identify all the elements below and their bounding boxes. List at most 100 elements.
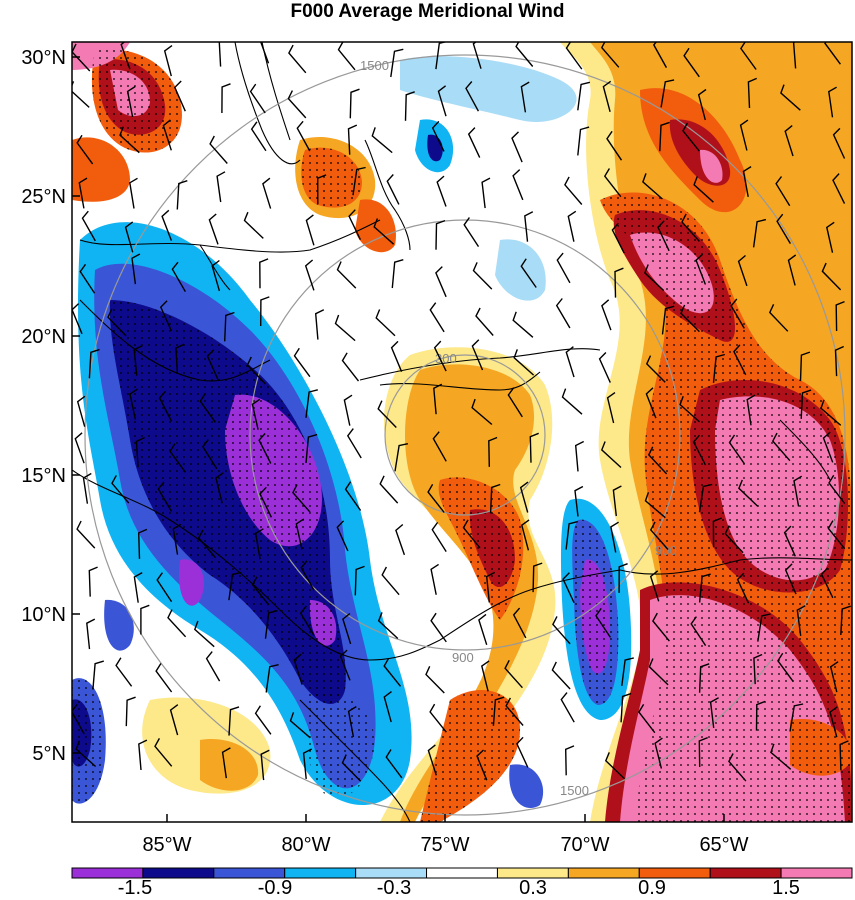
- wind-barb: [603, 168, 622, 198]
- wind-barb: [481, 177, 491, 209]
- wind-barb: [775, 176, 791, 207]
- colorbar-label-neg-1-5: -1.5: [118, 877, 152, 899]
- wind-barb: [645, 387, 657, 419]
- wind-barb: [158, 390, 173, 422]
- wind-barb: [783, 525, 796, 557]
- wind-barb: [432, 431, 447, 462]
- wind-barb: [173, 80, 186, 112]
- wind-barb: [793, 475, 803, 507]
- wind-barb: [337, 42, 356, 71]
- wind-barb: [492, 696, 505, 726]
- wind-barb: [577, 81, 591, 111]
- wind-barb: [265, 664, 279, 693]
- range-ring-label-900: 900: [452, 650, 474, 665]
- wind-barb: [799, 351, 811, 382]
- wind-barb: [475, 307, 494, 336]
- wind-barb: [820, 399, 842, 426]
- wind-barb: [72, 703, 85, 735]
- map-title: F000 Average Meridional Wind: [290, 1, 565, 22]
- wind-barb: [209, 135, 228, 164]
- wind-barb: [435, 219, 446, 250]
- wind-barb: [472, 262, 493, 290]
- wind-barb: [264, 610, 278, 639]
- wind-barb: [832, 173, 846, 204]
- wind-barb: [254, 705, 272, 735]
- wind-barb: [346, 428, 362, 459]
- wind-barb: [216, 171, 226, 203]
- wind-barb: [82, 472, 92, 504]
- lon-label-70w: 70°W: [560, 834, 609, 856]
- lat-label-15n: 15°N: [21, 465, 66, 487]
- wind-barb: [471, 339, 484, 371]
- wind-barb: [373, 218, 395, 245]
- wind-barb: [302, 748, 313, 779]
- wind-barb: [221, 83, 231, 114]
- wind-barb: [260, 42, 270, 64]
- wind-barb: [349, 88, 360, 119]
- wind-barb: [427, 483, 445, 513]
- wind-barb: [478, 613, 488, 646]
- wind-barb: [829, 706, 838, 738]
- wind-barb: [336, 520, 349, 552]
- wind-barb: [679, 395, 700, 423]
- wind-barb: [698, 483, 713, 513]
- wind-barb: [728, 434, 745, 465]
- wind-barb: [305, 389, 318, 418]
- wind-barb: [789, 703, 804, 732]
- wind-barb: [524, 211, 534, 242]
- wind-barb: [610, 521, 619, 553]
- wind-barb: [621, 657, 634, 686]
- wind-barb: [135, 436, 145, 468]
- range-ring-labels: 300 900 1500 900 1500: [360, 58, 677, 798]
- wind-barb: [471, 398, 493, 426]
- wind-barb: [835, 300, 845, 332]
- wind-barb: [681, 213, 700, 242]
- wind-barb: [755, 700, 766, 731]
- range-ring-300: [384, 354, 546, 516]
- wind-barb: [601, 299, 612, 331]
- wind-barb: [341, 352, 360, 382]
- wind-barb: [197, 529, 217, 559]
- wind-barb: [504, 659, 523, 689]
- wind-barb: [394, 443, 409, 472]
- wind-barb: [155, 663, 173, 693]
- wind-barb: [796, 605, 806, 636]
- wind-barb: [211, 259, 221, 292]
- wind-barb: [205, 651, 221, 682]
- wind-barb: [293, 653, 303, 685]
- wind-barb: [695, 253, 707, 285]
- wind-barb: [604, 752, 625, 780]
- wind-barb: [577, 126, 590, 156]
- wind-barb: [768, 304, 789, 332]
- wind-barb: [75, 740, 97, 768]
- wind-barb: [224, 311, 235, 342]
- wind-barb: [800, 389, 812, 419]
- wind-barb: [249, 83, 266, 114]
- wind-barb: [262, 177, 272, 209]
- wind-barb: [507, 387, 523, 418]
- wind-barb: [683, 47, 700, 78]
- wind-barb: [822, 431, 834, 463]
- wind-barb: [375, 309, 396, 337]
- colorbar-label-1-5: 1.5: [772, 877, 800, 899]
- wind-barb: [820, 567, 834, 599]
- wind-barb: [595, 607, 611, 638]
- lat-label-25n: 25°N: [21, 186, 66, 208]
- wind-barb: [638, 704, 656, 734]
- wind-barb: [649, 570, 660, 602]
- wind-barb: [314, 309, 325, 340]
- wind-barb: [157, 481, 173, 512]
- wind-barb: [565, 346, 575, 378]
- wind-barb: [74, 432, 85, 464]
- wind-barb: [784, 125, 794, 157]
- wind-barb: [560, 692, 575, 723]
- wind-barb: [431, 120, 445, 152]
- wind-barb: [167, 609, 187, 638]
- wind-barb: [724, 525, 744, 554]
- wind-barb: [386, 174, 400, 205]
- wind-barb: [385, 749, 403, 779]
- wind-barb: [648, 658, 669, 686]
- colorbar-label-neg-0-3: -0.3: [377, 877, 411, 899]
- wind-barb: [348, 209, 362, 241]
- wind-barb: [383, 657, 402, 687]
